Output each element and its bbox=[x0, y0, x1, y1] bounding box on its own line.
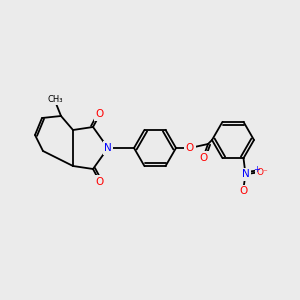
Text: O: O bbox=[96, 177, 104, 187]
Text: O: O bbox=[199, 153, 207, 163]
Text: N: N bbox=[104, 143, 112, 153]
Text: CH₃: CH₃ bbox=[47, 94, 63, 103]
Text: O: O bbox=[239, 186, 247, 196]
Text: O: O bbox=[96, 109, 104, 119]
Text: O: O bbox=[186, 143, 194, 153]
Text: +: + bbox=[253, 165, 260, 174]
Text: N: N bbox=[242, 169, 249, 179]
Text: O⁻: O⁻ bbox=[256, 168, 268, 177]
